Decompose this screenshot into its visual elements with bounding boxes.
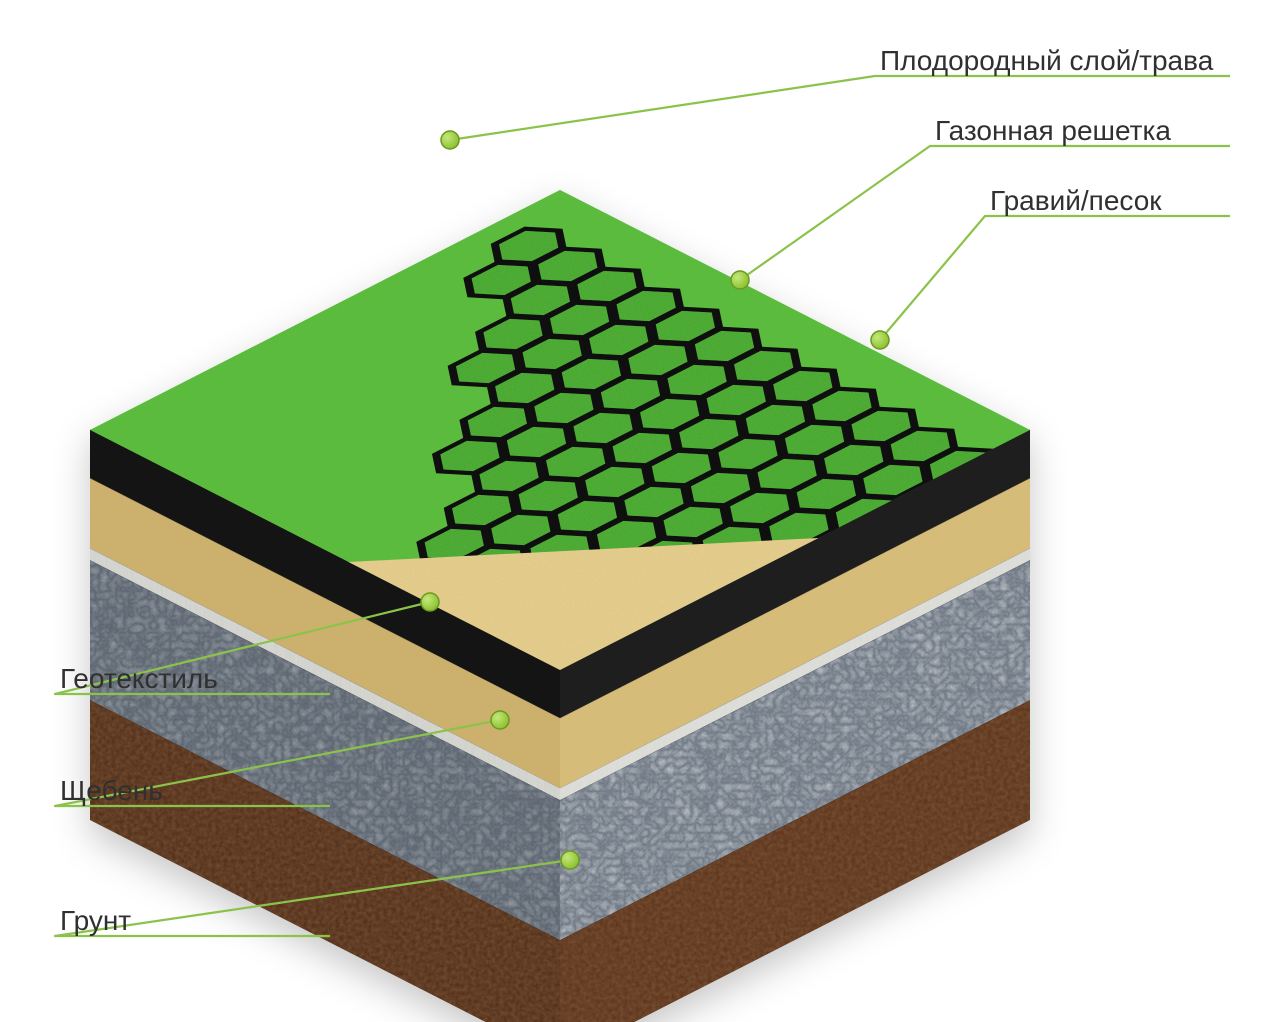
label-right: Газонная решетка bbox=[935, 115, 1171, 146]
label-right: Плодородный слой/трава bbox=[880, 45, 1214, 76]
layer-diagram: Плодородный слой/трава Газонная решетка Гр… bbox=[0, 0, 1280, 1022]
label-left: Щебень bbox=[60, 775, 163, 806]
label-left: Грунт bbox=[60, 905, 131, 936]
label-left: Геотекстиль bbox=[60, 663, 218, 694]
label-right: Гравий/песок bbox=[990, 185, 1162, 216]
